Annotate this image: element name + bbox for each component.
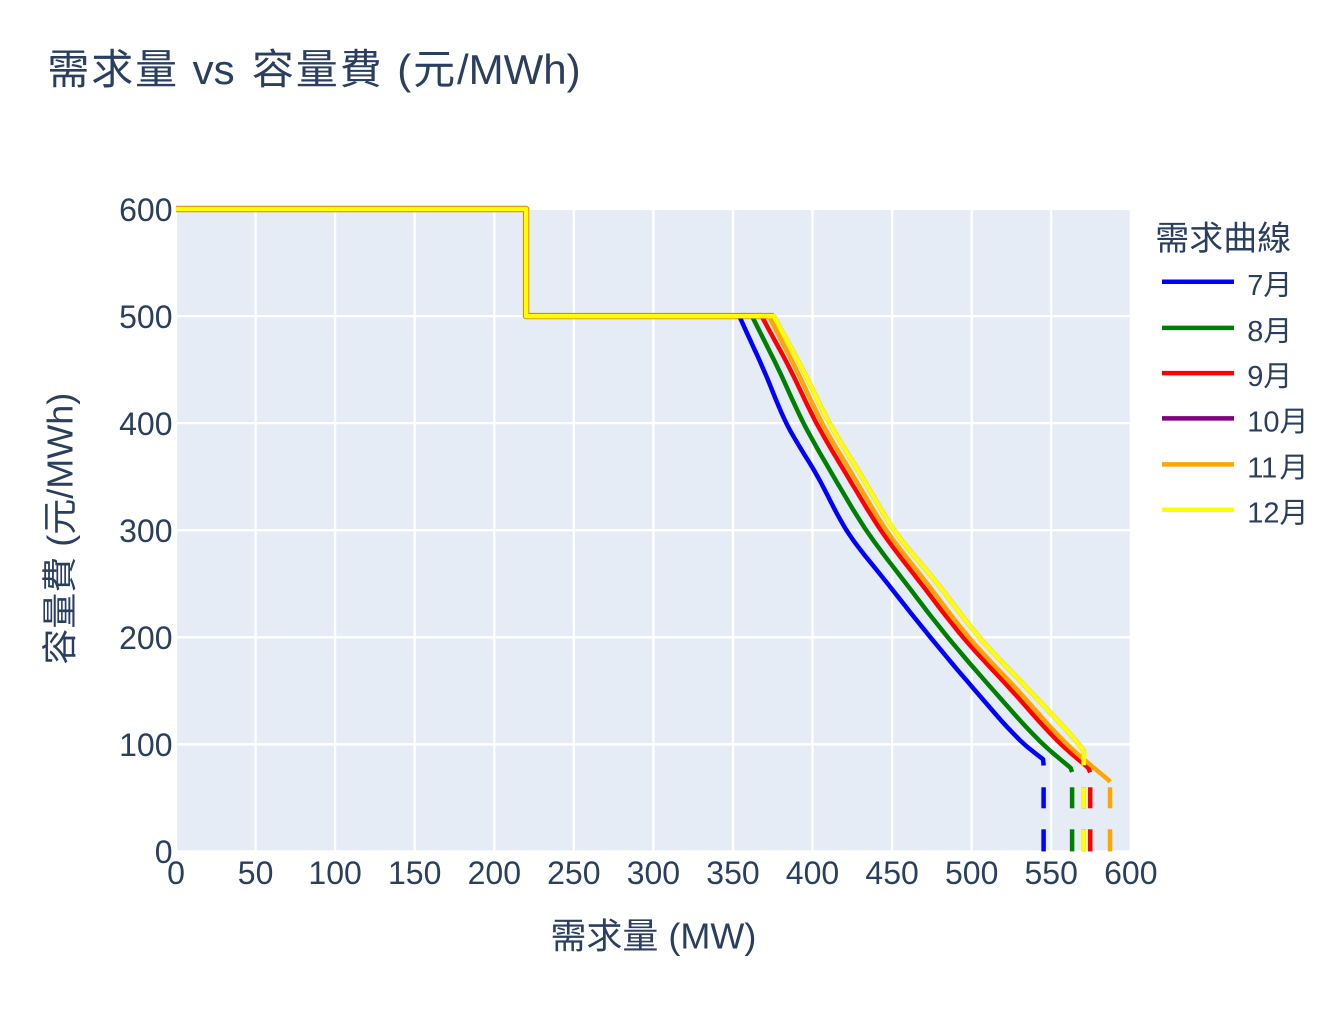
svg-text:0: 0: [155, 834, 173, 870]
svg-text:11: 11: [1247, 452, 1277, 484]
svg-text:150: 150: [388, 855, 441, 891]
svg-text:500: 500: [119, 299, 172, 335]
svg-text:200: 200: [468, 855, 521, 891]
svg-text:9: 9: [1247, 361, 1263, 393]
svg-text:7: 7: [1247, 270, 1263, 302]
svg-text:600: 600: [1104, 855, 1157, 891]
svg-text:vs: vs: [193, 46, 235, 93]
svg-text:(: (: [397, 46, 411, 93]
svg-text:(MW): (MW): [668, 916, 756, 957]
svg-text:12: 12: [1247, 498, 1279, 530]
svg-text:(: (: [40, 535, 81, 547]
svg-text:100: 100: [308, 855, 361, 891]
svg-text:450: 450: [865, 855, 918, 891]
svg-text:400: 400: [119, 406, 172, 442]
svg-text:200: 200: [119, 620, 172, 656]
svg-text:500: 500: [945, 855, 998, 891]
svg-text:600: 600: [119, 192, 172, 228]
svg-text:300: 300: [627, 855, 680, 891]
svg-text:300: 300: [119, 513, 172, 549]
svg-text:/MWh): /MWh): [457, 46, 581, 93]
svg-text:/MWh): /MWh): [40, 393, 81, 499]
svg-text:550: 550: [1025, 855, 1078, 891]
svg-text:50: 50: [238, 855, 274, 891]
svg-text:10: 10: [1247, 406, 1279, 438]
svg-text:350: 350: [706, 855, 759, 891]
svg-text:100: 100: [119, 727, 172, 763]
svg-text:8: 8: [1247, 316, 1263, 348]
svg-text:400: 400: [786, 855, 839, 891]
svg-text:250: 250: [547, 855, 600, 891]
svg-text:0: 0: [167, 855, 185, 891]
